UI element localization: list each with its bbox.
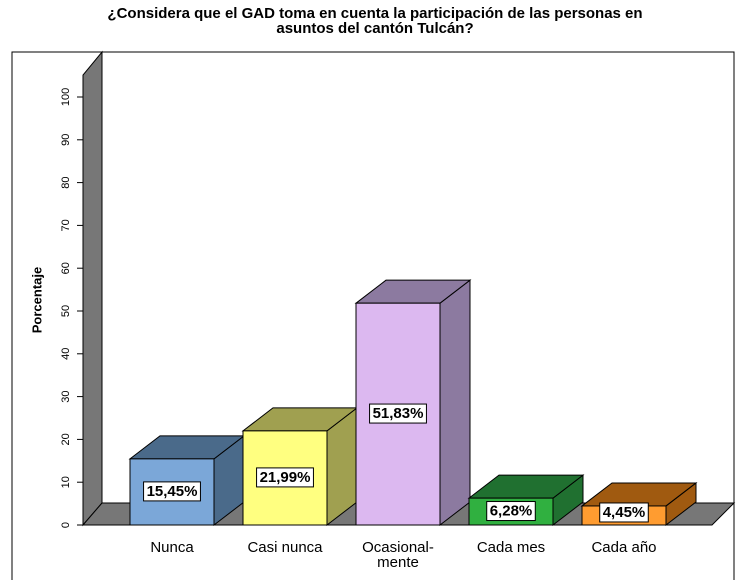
value-label-box xyxy=(486,501,536,522)
value-label: 51,83% xyxy=(373,405,424,422)
y-axis-label: Porcentaje xyxy=(29,267,44,333)
y-tick-label: 40 xyxy=(60,348,72,360)
x-tick-label: Ocasional- mente xyxy=(362,539,434,571)
value-label: 15,45% xyxy=(147,483,198,500)
y-tick-label: 70 xyxy=(60,219,72,231)
value-label-box xyxy=(599,502,649,523)
y-tick-label: 100 xyxy=(60,88,72,106)
x-tick-label: Casi nunca xyxy=(247,539,323,556)
y-tick-label: 0 xyxy=(60,522,72,528)
y-tick-label: 20 xyxy=(60,433,72,445)
y-tick-label: 90 xyxy=(60,134,72,146)
value-label: 4,45% xyxy=(603,504,646,521)
chart-subtitle: asuntos del cantón Tulcán? xyxy=(276,20,473,37)
y-tick-label: 60 xyxy=(60,262,72,274)
left-wall xyxy=(82,50,103,527)
y-tick-label: 50 xyxy=(60,305,72,317)
chart-title: ¿Considera que el GAD toma en cuenta la … xyxy=(107,5,642,22)
x-tick-label: Nunca xyxy=(150,539,194,556)
value-label-box xyxy=(143,481,201,502)
value-label: 6,28% xyxy=(490,503,533,520)
value-label: 21,99% xyxy=(260,469,311,486)
y-tick-label: 80 xyxy=(60,176,72,188)
y-tick-label: 10 xyxy=(60,476,72,488)
value-label-box xyxy=(369,403,427,424)
y-tick-label: 30 xyxy=(60,390,72,402)
bar-side xyxy=(439,279,471,527)
value-label-box xyxy=(256,467,314,488)
x-tick-label: Cada mes xyxy=(476,539,546,556)
x-tick-label: Cada año xyxy=(591,539,657,556)
